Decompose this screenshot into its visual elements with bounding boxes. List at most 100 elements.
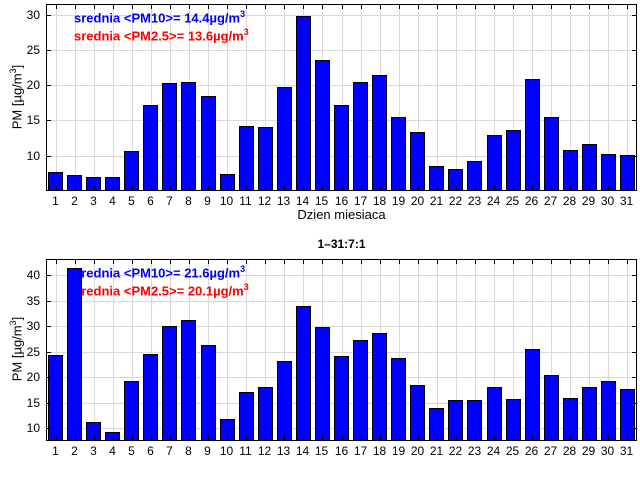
x-tick-mark-top (132, 4, 133, 9)
x-tick-mark-top (284, 4, 285, 9)
y-tick-mark-right (632, 156, 637, 157)
x-tick-mark-top (437, 259, 438, 264)
gridline-vertical (151, 4, 152, 191)
gridline-vertical (570, 4, 571, 191)
x-tick-mark-bottom (608, 186, 609, 191)
gridline-vertical (437, 4, 438, 191)
pm-daily-top-chart: srednia <PM10>= 14.4µg/m3 srednia <PM2.5… (8, 4, 637, 222)
x-tick-mark-bottom (151, 186, 152, 191)
x-tick-mark-bottom (56, 436, 57, 441)
bar-day-29 (582, 387, 597, 441)
x-tick-mark-top (342, 259, 343, 264)
x-tick-mark-bottom (265, 436, 266, 441)
x-tick-mark-top (513, 259, 514, 264)
gridline-horizontal (46, 15, 637, 16)
legend: srednia <PM10>= 14.4µg/m3 srednia <PM2.5… (74, 7, 249, 44)
y-tick-mark-left (46, 85, 51, 86)
x-tick-label: 19 (391, 444, 406, 458)
x-tick-mark-bottom (227, 436, 228, 441)
y-tick-mark-left (46, 403, 51, 404)
x-tick-label: 21 (429, 444, 444, 458)
gridline-vertical (132, 259, 133, 441)
x-tick-mark-bottom (303, 186, 304, 191)
y-tick-label: 20 (26, 370, 40, 384)
x-tick-label: 25 (505, 444, 520, 458)
y-tick-mark-right (632, 50, 637, 51)
gridline-vertical (132, 4, 133, 191)
x-tick-mark-bottom (342, 186, 343, 191)
x-tick-mark-top (513, 4, 514, 9)
x-axis-label: Dzien miesiaca (297, 207, 386, 222)
gridline-vertical (589, 4, 590, 191)
x-tick-mark-bottom (322, 436, 323, 441)
x-tick-mark-top (475, 259, 476, 264)
legend-pm25-sup: 3 (243, 282, 249, 293)
x-tick-mark-bottom (399, 186, 400, 191)
gridline-vertical (227, 4, 228, 191)
x-tick-label: 10 (219, 194, 234, 208)
x-tick-mark-top (570, 259, 571, 264)
bar-day-21 (429, 166, 444, 191)
bar-day-24 (487, 135, 502, 191)
x-tick-label: 7 (166, 194, 173, 208)
gridline-vertical (475, 259, 476, 441)
x-tick-label: 31 (619, 194, 634, 208)
bar-day-15 (315, 60, 330, 191)
x-tick-mark-top (170, 259, 171, 264)
x-tick-label: 28 (562, 194, 577, 208)
x-tick-label: 9 (204, 194, 211, 208)
x-tick-mark-bottom (361, 436, 362, 441)
bar-day-19 (391, 117, 406, 191)
gridline-vertical (551, 4, 552, 191)
bar-day-26 (525, 349, 540, 441)
x-tick-mark-top (56, 4, 57, 9)
x-tick-mark-top (494, 4, 495, 9)
bar-day-5 (124, 381, 139, 441)
x-tick-mark-bottom (589, 436, 590, 441)
x-tick-label: 21 (429, 194, 444, 208)
y-tick-mark-right (632, 301, 637, 302)
legend-pm25-mean: srednia <PM2.5>= 20.1µg/m3 (74, 280, 249, 298)
bar-day-24 (487, 387, 502, 441)
gridline-vertical (399, 4, 400, 191)
bar-day-19 (391, 358, 406, 441)
x-tick-mark-bottom (380, 436, 381, 441)
x-tick-label: 11 (239, 194, 252, 208)
x-tick-mark-top (418, 259, 419, 264)
x-tick-label: 8 (185, 194, 192, 208)
x-tick-mark-bottom (361, 186, 362, 191)
gridline-vertical (608, 259, 609, 441)
x-tick-label: 3 (90, 194, 97, 208)
x-tick-label: 1 (52, 444, 59, 458)
x-tick-mark-top (94, 259, 95, 264)
gridline-vertical (570, 259, 571, 441)
x-tick-mark-bottom (284, 436, 285, 441)
x-tick-mark-top (456, 4, 457, 9)
x-tick-mark-top (494, 259, 495, 264)
x-tick-label: 9 (204, 444, 211, 458)
x-tick-label: 7 (166, 444, 173, 458)
x-tick-mark-bottom (494, 436, 495, 441)
x-tick-label: 12 (257, 444, 272, 458)
y-tick-mark-left (46, 326, 51, 327)
bar-day-14 (296, 306, 311, 441)
x-tick-mark-top (208, 259, 209, 264)
x-tick-label: 1 (52, 194, 59, 208)
bar-day-18 (372, 333, 387, 441)
x-tick-label: 5 (128, 194, 135, 208)
x-tick-label: 8 (185, 444, 192, 458)
x-tick-mark-top (322, 259, 323, 264)
bar-day-17 (353, 82, 368, 191)
x-tick-label: 2 (71, 444, 78, 458)
x-tick-mark-bottom (437, 186, 438, 191)
gridline-vertical (284, 259, 285, 441)
x-tick-mark-top (551, 4, 552, 9)
gridline-vertical (151, 259, 152, 441)
bar-day-18 (372, 75, 387, 191)
x-tick-mark-bottom (132, 436, 133, 441)
gridline-vertical (56, 259, 57, 441)
bar-day-9 (201, 96, 216, 191)
y-tick-mark-left (46, 301, 51, 302)
x-tick-mark-top (113, 4, 114, 9)
x-tick-label: 19 (391, 194, 406, 208)
